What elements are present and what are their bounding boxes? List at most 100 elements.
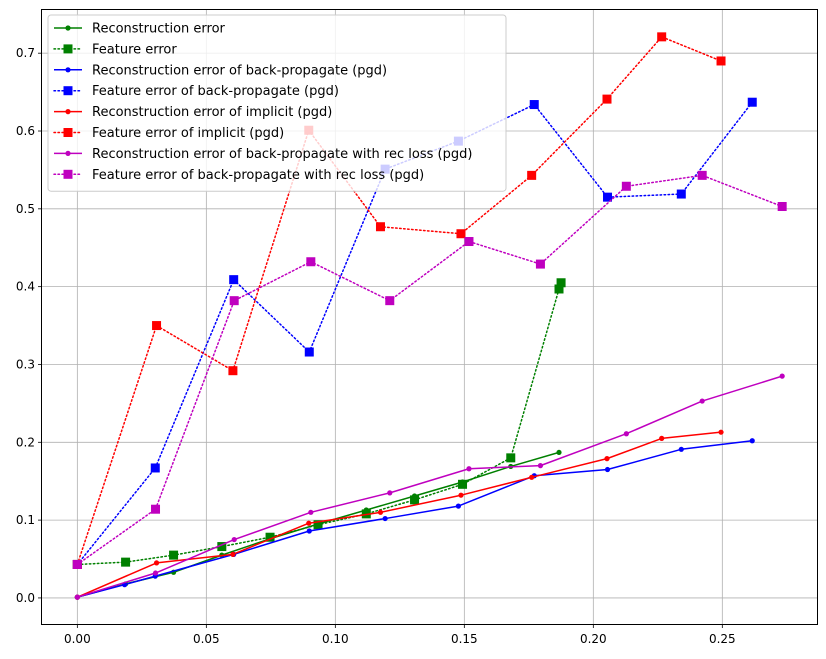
y-tick-label: 0.2 xyxy=(16,435,35,449)
series-6 xyxy=(74,373,785,600)
data-point-square xyxy=(506,453,516,463)
legend-label: Reconstruction error of back-propagate (… xyxy=(92,63,387,78)
data-point-square xyxy=(228,366,238,376)
data-point-dot xyxy=(529,474,535,480)
series-2 xyxy=(74,438,755,600)
data-point-square xyxy=(458,479,468,489)
data-point-square xyxy=(169,550,179,560)
data-point-dot xyxy=(455,503,461,509)
data-point-dot xyxy=(308,509,314,515)
legend-entry: Reconstruction error xyxy=(54,22,226,37)
legend-label: Reconstruction error of back-propagate w… xyxy=(92,147,472,162)
data-point-square xyxy=(529,100,539,110)
y-axis: 0.0 0.1 0.2 0.3 0.4 0.5 0.6 0.7 xyxy=(16,46,42,605)
data-point-square xyxy=(554,284,564,294)
legend-label: Reconstruction error of implicit (pgd) xyxy=(92,105,332,120)
y-tick-label: 0.7 xyxy=(16,46,35,60)
data-point-square xyxy=(375,222,385,232)
legend-label: Feature error of implicit (pgd) xyxy=(92,126,284,141)
legend-entry: Feature error of back-propagate with rec… xyxy=(53,168,424,183)
data-point-square xyxy=(304,347,314,357)
data-point-square xyxy=(72,559,82,569)
legend-marker-square xyxy=(63,86,73,96)
x-tick-label: 0.00 xyxy=(64,632,91,646)
data-point-square xyxy=(777,201,787,211)
series-line xyxy=(77,431,722,598)
data-point-dot xyxy=(387,490,393,496)
data-point-dot xyxy=(466,466,472,472)
legend-marker-dot xyxy=(65,150,71,156)
data-point-dot xyxy=(779,373,785,379)
y-tick-label: 0.0 xyxy=(16,591,35,605)
data-point-square xyxy=(747,97,757,107)
data-point-dot xyxy=(537,463,544,469)
data-point-square xyxy=(602,94,612,104)
x-tick-label: 0.25 xyxy=(709,632,736,646)
data-point-square xyxy=(229,296,239,306)
data-point-square xyxy=(527,170,537,180)
legend-entry: Feature error of back-propagate (pgd) xyxy=(53,84,339,99)
legend-label: Feature error of back-propagate (pgd) xyxy=(92,84,339,99)
legend-entry: Reconstruction error of back-propagate w… xyxy=(54,147,472,162)
data-point-square xyxy=(410,495,420,505)
data-point-dot xyxy=(74,594,80,600)
legend-entry: Reconstruction error of implicit (pgd) xyxy=(54,105,332,120)
data-point-dot xyxy=(699,398,705,404)
data-point-square xyxy=(556,278,566,288)
x-tick-label: 0.05 xyxy=(193,632,220,646)
data-point-square xyxy=(716,56,726,66)
data-point-dot xyxy=(718,429,724,435)
data-point-square xyxy=(676,189,686,199)
data-point-square xyxy=(535,259,545,269)
data-point-square xyxy=(657,32,667,42)
data-point-square xyxy=(121,557,131,567)
legend-entry: Feature error of implicit (pgd) xyxy=(53,126,284,141)
series-line xyxy=(77,375,783,598)
data-point-square xyxy=(697,170,707,180)
data-point-dot xyxy=(382,515,388,522)
y-tick-label: 0.5 xyxy=(16,202,35,216)
y-tick-label: 0.1 xyxy=(16,513,35,527)
data-point-dot xyxy=(377,509,384,515)
data-point-square xyxy=(150,463,160,473)
series-line xyxy=(76,36,722,566)
legend: Reconstruction error Feature error Reconst… xyxy=(47,14,507,192)
y-tick-label: 0.6 xyxy=(16,124,35,138)
y-tick-label: 0.3 xyxy=(16,357,35,371)
legend-marker-square xyxy=(63,44,73,54)
data-point-dot xyxy=(153,560,160,566)
legend-marker-dot xyxy=(65,109,71,115)
legend-marker-square xyxy=(63,128,73,137)
series-4 xyxy=(74,429,724,600)
legend-marker-square xyxy=(63,169,73,179)
data-point-dot xyxy=(749,438,755,444)
data-point-dot xyxy=(659,435,665,441)
legend-entry: Reconstruction error of back-propagate (… xyxy=(54,63,387,78)
data-point-dot xyxy=(152,570,159,576)
x-tick-label: 0.10 xyxy=(322,632,349,646)
legend-label: Reconstruction error xyxy=(92,22,226,37)
legend-marker-dot xyxy=(65,25,71,31)
data-point-square xyxy=(313,520,323,530)
data-point-square xyxy=(456,229,466,239)
data-point-dot xyxy=(231,536,237,543)
series-line xyxy=(76,174,783,566)
data-point-square xyxy=(229,275,239,285)
x-tick-label: 0.15 xyxy=(451,632,478,646)
series-line xyxy=(76,282,562,566)
legend-box xyxy=(47,14,507,192)
data-point-square xyxy=(621,181,631,191)
x-axis: 0.00 0.05 0.10 0.15 0.20 0.25 xyxy=(64,624,736,646)
data-point-square xyxy=(152,321,162,331)
data-point-dot xyxy=(306,528,312,534)
data-point-square xyxy=(265,532,275,542)
legend-marker-dot xyxy=(65,67,71,73)
data-point-square xyxy=(151,504,161,514)
y-tick-label: 0.4 xyxy=(16,280,35,294)
legend-label: Feature error of back-propagate with rec… xyxy=(92,168,424,183)
data-point-dot xyxy=(230,551,236,557)
data-point-square xyxy=(217,542,227,552)
data-point-square xyxy=(603,192,613,202)
data-point-square xyxy=(385,296,395,306)
